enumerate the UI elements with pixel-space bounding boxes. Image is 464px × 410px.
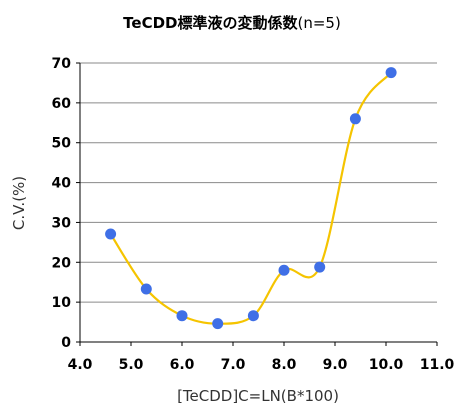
- x-tick-label: 11.0: [420, 357, 455, 373]
- data-point: [140, 283, 152, 295]
- x-tick-label: 8.0: [272, 357, 297, 373]
- data-point: [176, 310, 188, 322]
- y-tick-label: 60: [52, 96, 72, 112]
- grid-lines: [80, 62, 437, 303]
- chart-title-main: TeCDD標準液の変動係数: [123, 14, 298, 32]
- data-point: [314, 261, 326, 273]
- y-tick-label: 30: [52, 215, 72, 231]
- data-point: [385, 67, 397, 79]
- trend-line: [109, 71, 392, 325]
- y-tick-label: 70: [52, 56, 72, 72]
- chart-title: TeCDD標準液の変動係数(n=5): [0, 12, 464, 33]
- y-tick-label: 10: [52, 295, 72, 311]
- data-point: [349, 113, 361, 125]
- y-tick-labels: 0 10 20 30 40 50 60 70: [52, 56, 72, 351]
- chart-title-sub: (n=5): [297, 14, 341, 32]
- x-tick-label: 7.0: [221, 357, 246, 373]
- x-tick-label: 5.0: [119, 357, 144, 373]
- data-point: [212, 318, 224, 330]
- data-point: [247, 310, 259, 322]
- x-tick-label: 4.0: [68, 357, 93, 373]
- x-tick-label: 6.0: [170, 357, 195, 373]
- y-tick-label: 40: [52, 176, 72, 192]
- y-tick-label: 0: [61, 335, 71, 351]
- x-tick-label: 10.0: [369, 357, 404, 373]
- y-axis-label: C.V.(%): [10, 176, 28, 230]
- x-axis-label: [TeCDD]C=LN(B*100): [177, 387, 339, 405]
- data-markers: [105, 67, 397, 330]
- x-tick-label: 9.0: [323, 357, 348, 373]
- data-point: [278, 264, 290, 276]
- axes: [76, 62, 438, 346]
- y-tick-label: 20: [52, 255, 72, 271]
- data-point: [105, 228, 117, 240]
- y-tick-label: 50: [52, 136, 72, 152]
- x-tick-labels: 4.0 5.0 6.0 7.0 8.0 9.0 10.0 11.0: [68, 357, 455, 373]
- plot-area: [80, 63, 437, 342]
